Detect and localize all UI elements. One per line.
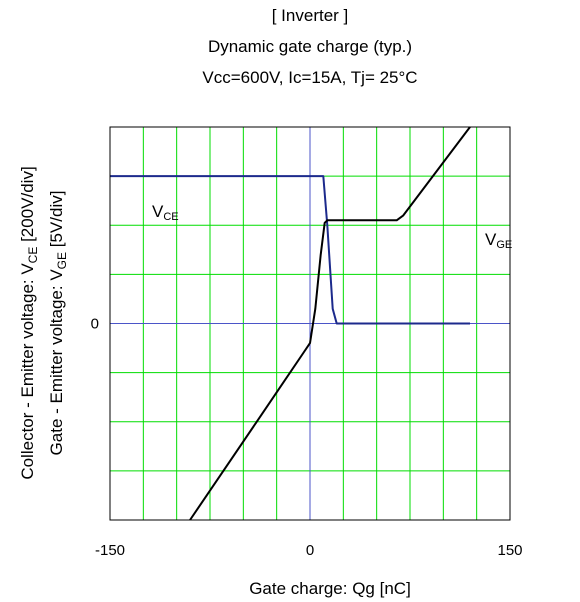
series-group bbox=[110, 126, 471, 521]
y-label2-sub: GE bbox=[55, 252, 69, 269]
x-tick-label: 0 bbox=[306, 542, 314, 559]
series-line-vge bbox=[189, 126, 471, 521]
tick-labels: -150 0 150 0 bbox=[91, 316, 523, 560]
x-tick-label: -150 bbox=[95, 542, 125, 559]
y-axis-label-line2: Gate - Emitter voltage: VGE [5V/div] bbox=[47, 191, 69, 456]
chart-title-line1: [ Inverter ] bbox=[271, 6, 349, 25]
series-line-vce bbox=[110, 175, 470, 325]
plot-frame bbox=[109, 126, 511, 521]
y-axis-label-line1: Collector - Emitter voltage: VCE [200V/d… bbox=[18, 166, 40, 479]
y-tick-label: 0 bbox=[91, 316, 99, 333]
y-label1-post: [200V/div] bbox=[18, 166, 37, 246]
y-label1-sub: CE bbox=[26, 247, 40, 264]
y-label2-pre: Gate - Emitter voltage: V bbox=[47, 269, 66, 456]
series-label-vge: VGE bbox=[485, 230, 512, 251]
chart-title-line2: Dynamic gate charge (typ.) bbox=[207, 37, 413, 56]
y-label1-pre: Collector - Emitter voltage: V bbox=[18, 263, 37, 480]
series-label-vce: VCE bbox=[152, 202, 179, 223]
x-axis-label: Gate charge: Qg [nC] bbox=[249, 579, 411, 598]
x-tick-label: 150 bbox=[497, 542, 522, 559]
chart-subtitle-conditions: Vcc=600V, Ic=15A, Tj= 25°C bbox=[202, 68, 418, 87]
y-label2-post: [5V/div] bbox=[47, 191, 66, 252]
